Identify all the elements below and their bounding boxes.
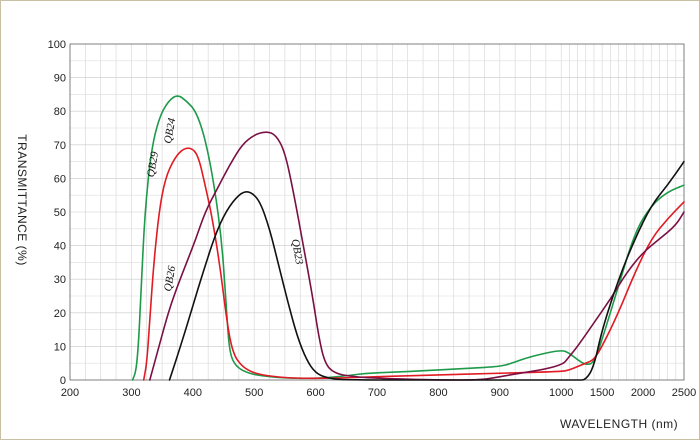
x-tick-label: 900 [491, 387, 509, 399]
y-tick-label: 80 [54, 106, 66, 118]
series-label-qb23: QB23 [289, 238, 305, 266]
series-lines [131, 95, 685, 381]
series-line-qb26 [149, 131, 685, 381]
x-tick-label: 400 [184, 387, 202, 399]
series-line-qb24 [142, 147, 685, 381]
y-tick-label: 30 [54, 274, 66, 286]
x-tick-label: 1500 [590, 387, 614, 399]
x-tick-label: 1000 [549, 387, 573, 399]
series-label-qb24: QB24 [162, 117, 178, 145]
grid [69, 43, 685, 381]
x-tick-label: 2500 [672, 387, 696, 399]
tick-labels: 0 10 20 30 40 50 60 70 80 90 100 200 300 400 500 600 700… [48, 39, 697, 399]
y-tick-label: 90 [54, 73, 66, 85]
y-tick-label: 50 [54, 207, 66, 219]
y-tick-label: 40 [54, 241, 66, 253]
x-tick-label: 600 [306, 387, 324, 399]
x-tick-label: 700 [368, 387, 386, 399]
series-label-qb26: QB26 [162, 265, 178, 293]
y-tick-label: 20 [54, 308, 66, 320]
x-tick-label: 300 [122, 387, 140, 399]
y-tick-label: 0 [60, 375, 66, 387]
y-tick-label: 100 [48, 39, 66, 51]
y-tick-label: 10 [54, 341, 66, 353]
y-tick-label: 70 [54, 140, 66, 152]
x-tick-label: 500 [245, 387, 263, 399]
y-axis-label: TRANSMITTANCE (%) [15, 134, 29, 266]
series-label-qb29: QB29 [145, 150, 161, 178]
series-line-qb23 [168, 160, 685, 381]
x-tick-label: 2000 [631, 387, 655, 399]
y-tick-label: 60 [54, 173, 66, 185]
x-tick-label: 800 [429, 387, 447, 399]
x-tick-label: 200 [61, 387, 79, 399]
x-axis-label: WAVELENGTH (nm) [560, 417, 678, 431]
